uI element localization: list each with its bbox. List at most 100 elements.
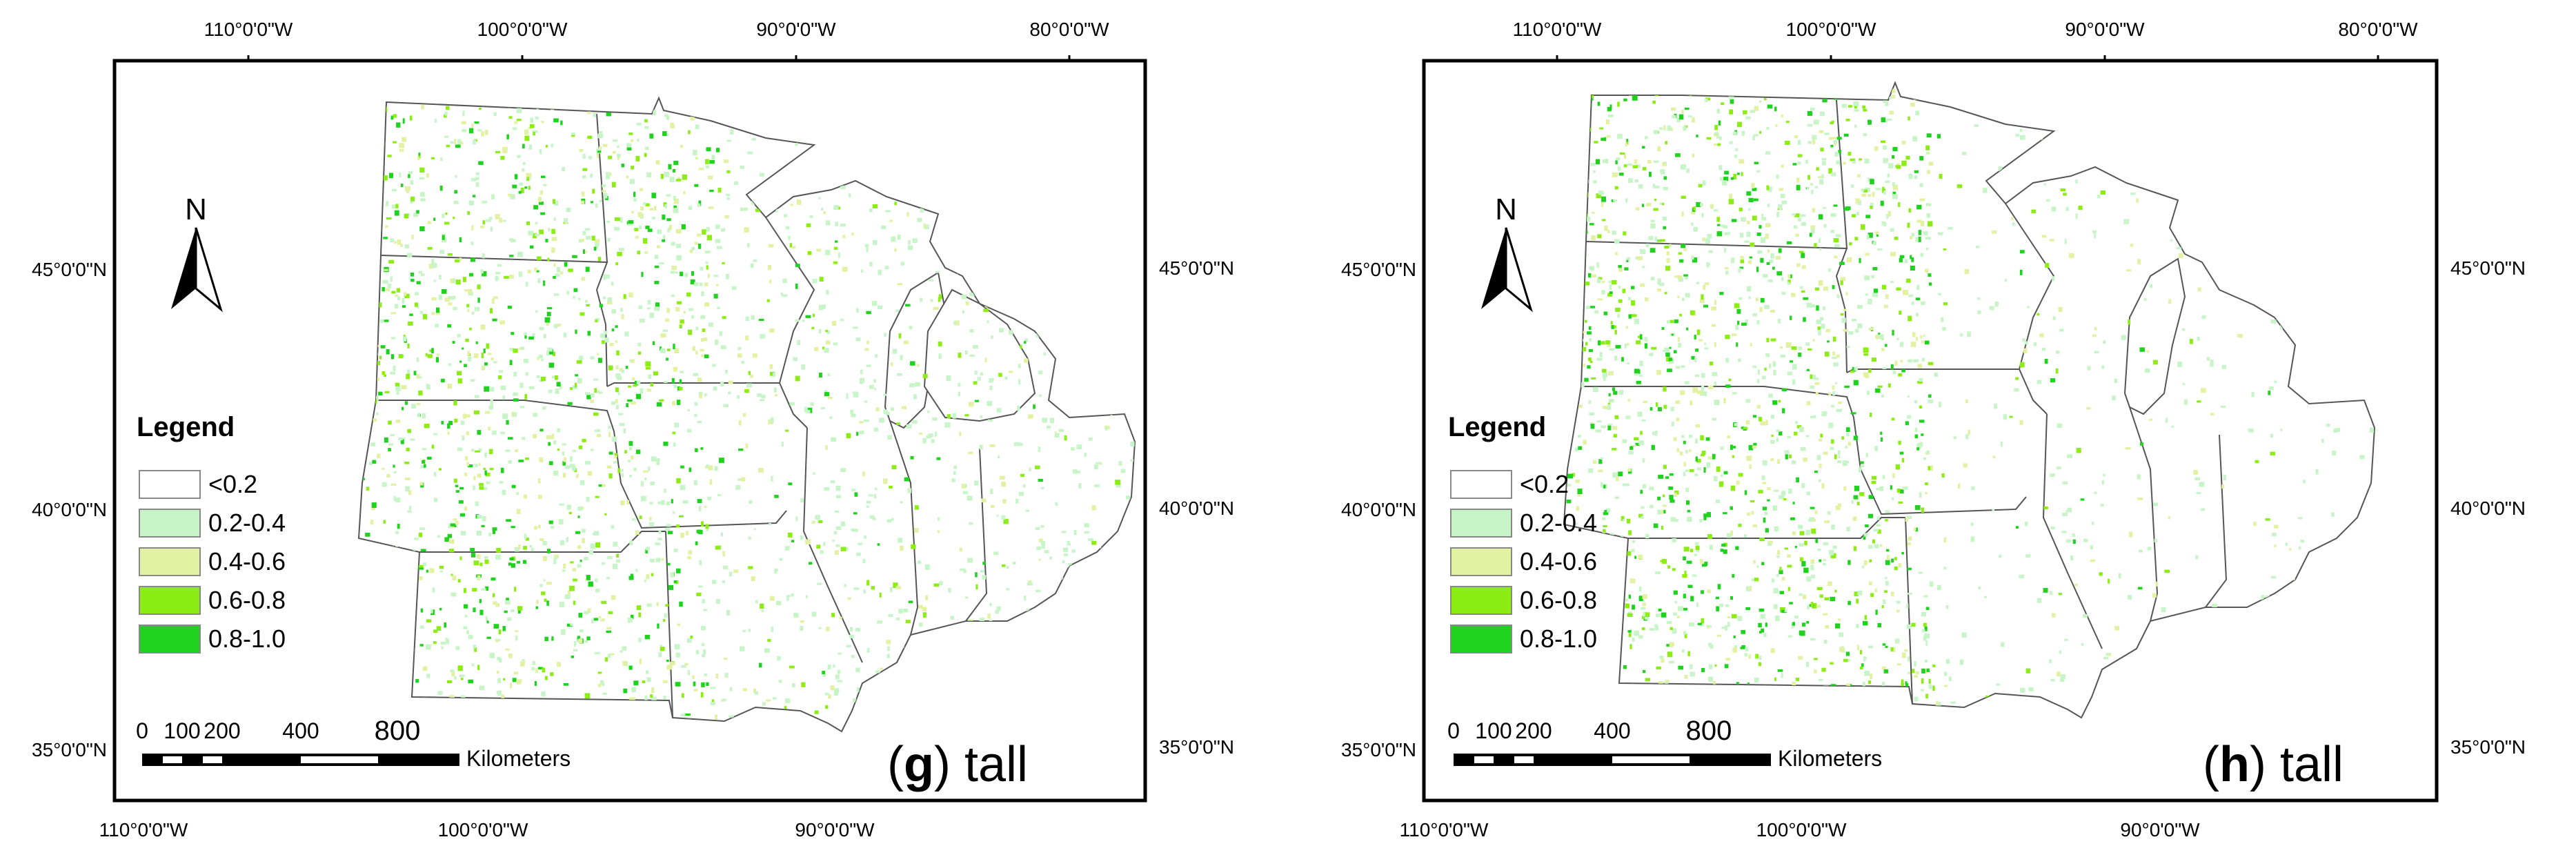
raster-cell	[706, 527, 709, 531]
raster-cell	[1799, 706, 1803, 711]
raster-cell	[1809, 517, 1815, 522]
raster-cell	[545, 239, 548, 243]
raster-cell	[448, 539, 454, 544]
raster-cell	[1588, 348, 1593, 353]
raster-cell	[1765, 233, 1769, 239]
raster-cell	[838, 652, 842, 655]
raster-cell	[511, 411, 514, 417]
raster-cell	[1642, 484, 1646, 489]
raster-cell	[361, 721, 366, 725]
raster-cell	[1812, 415, 1816, 418]
raster-cell	[1068, 563, 1072, 568]
raster-cell	[2201, 315, 2206, 319]
raster-cell	[1890, 281, 1894, 284]
raster-cell	[1838, 690, 1842, 694]
raster-cell	[1883, 190, 1886, 195]
raster-cell	[1033, 115, 1036, 120]
raster-cell	[387, 705, 390, 709]
raster-cell	[1633, 444, 1636, 447]
raster-cell	[1724, 232, 1729, 235]
raster-cell	[398, 710, 402, 715]
raster-cell	[1611, 709, 1614, 714]
raster-cell	[1899, 489, 1904, 493]
raster-cell	[891, 124, 897, 128]
raster-cell	[1084, 453, 1087, 457]
raster-cell	[1658, 474, 1664, 479]
raster-cell	[393, 464, 395, 468]
raster-cell	[1823, 286, 1829, 291]
raster-cell	[853, 119, 857, 123]
raster-cell	[662, 239, 666, 242]
raster-cell	[621, 473, 624, 478]
raster-cell	[538, 524, 541, 529]
raster-cell	[688, 550, 693, 555]
raster-cell	[691, 246, 695, 250]
raster-cell	[1130, 459, 1134, 462]
raster-cell	[2001, 642, 2005, 647]
raster-cell	[2011, 217, 2014, 221]
raster-cell	[1681, 435, 1685, 438]
raster-cell	[1840, 277, 1846, 282]
raster-cell	[418, 376, 422, 379]
raster-cell	[751, 576, 755, 582]
raster-cell	[2144, 368, 2150, 373]
raster-cell	[1038, 671, 1042, 675]
raster-cell	[1585, 342, 1588, 346]
raster-cell	[606, 220, 610, 223]
raster-cell	[1721, 102, 1725, 105]
raster-cell	[1613, 433, 1617, 438]
raster-cell	[1767, 279, 1773, 282]
raster-cell	[1678, 114, 1684, 120]
raster-cell	[382, 482, 387, 487]
raster-cell	[617, 252, 622, 257]
raster-cell	[1926, 248, 1929, 250]
raster-cell	[541, 376, 546, 382]
raster-cell	[977, 377, 981, 381]
raster-cell	[457, 665, 463, 671]
raster-cell	[1060, 348, 1066, 353]
raster-cell	[1749, 586, 1752, 591]
raster-cell	[1702, 237, 1706, 242]
raster-cell	[392, 553, 395, 558]
raster-cell	[602, 484, 606, 487]
raster-cell	[1834, 255, 1838, 259]
raster-cell	[598, 484, 602, 487]
raster-cell	[958, 353, 962, 358]
raster-cell	[413, 553, 419, 558]
raster-cell	[873, 379, 877, 383]
raster-cell	[645, 226, 650, 229]
raster-cell	[481, 524, 485, 527]
raster-cell	[1741, 130, 1745, 136]
legend-title: Legend	[1448, 412, 1546, 442]
raster-cell	[541, 591, 546, 596]
raster-cell	[1647, 159, 1652, 164]
raster-cell	[932, 417, 938, 421]
raster-cell	[1602, 517, 1606, 520]
raster-cell	[974, 400, 979, 402]
raster-cell	[1696, 329, 1701, 335]
raster-cell	[2204, 217, 2209, 220]
raster-cell	[399, 687, 402, 694]
raster-cell	[1684, 633, 1687, 638]
raster-cell	[694, 242, 698, 245]
raster-cell	[617, 392, 620, 395]
raster-cell	[883, 409, 888, 415]
raster-cell	[437, 98, 442, 102]
raster-cell	[1720, 446, 1724, 450]
raster-cell	[1725, 701, 1730, 706]
raster-cell	[866, 364, 871, 367]
raster-cell	[2126, 269, 2132, 272]
raster-cell	[712, 364, 716, 367]
raster-cell	[1657, 282, 1661, 285]
raster-cell	[1774, 106, 1777, 112]
raster-cell	[987, 401, 993, 406]
raster-cell	[1690, 400, 1693, 406]
raster-cell	[1105, 724, 1110, 729]
raster-cell	[539, 429, 544, 432]
raster-cell	[526, 177, 529, 181]
legend-swatch-1	[139, 509, 201, 538]
scale-bar: 0 100 200 400 800 Kilometers	[1447, 716, 1882, 771]
raster-cell	[707, 273, 710, 278]
raster-cell	[628, 459, 631, 462]
raster-cell	[1820, 317, 1824, 321]
